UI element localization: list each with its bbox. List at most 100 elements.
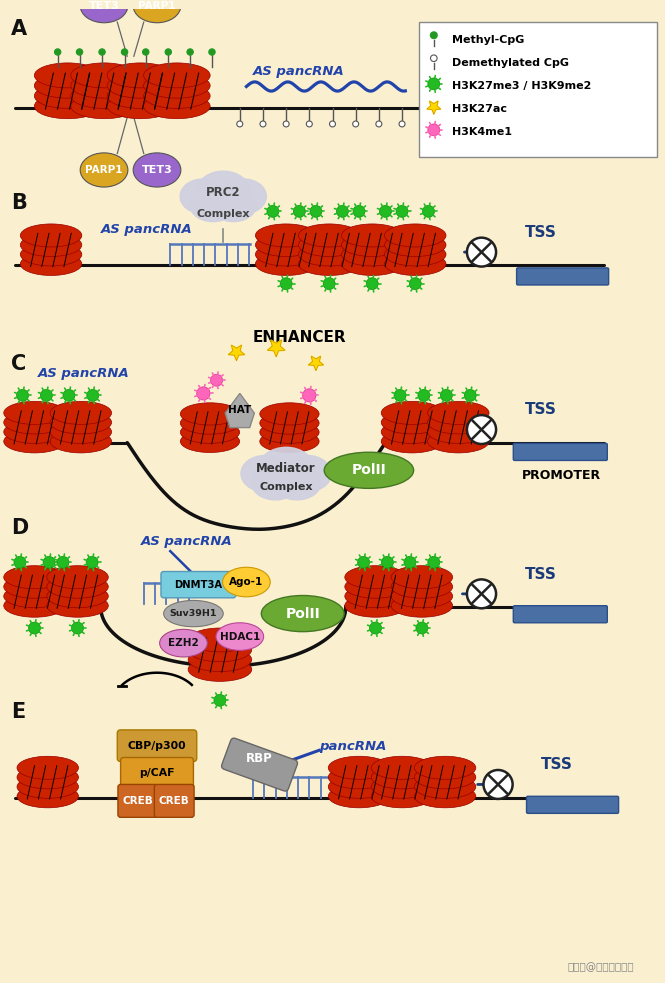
Ellipse shape [241,455,289,492]
Ellipse shape [17,784,78,808]
Ellipse shape [144,73,210,98]
Ellipse shape [223,567,270,597]
Ellipse shape [345,594,406,617]
FancyBboxPatch shape [154,784,194,817]
Ellipse shape [4,594,65,617]
Ellipse shape [299,233,360,257]
Ellipse shape [4,565,65,589]
Ellipse shape [428,430,489,453]
Circle shape [370,622,382,634]
Text: PolII: PolII [352,463,386,478]
Ellipse shape [260,421,319,443]
Ellipse shape [180,403,239,425]
Circle shape [467,238,496,266]
Ellipse shape [345,575,406,599]
Text: B: B [11,193,27,213]
Ellipse shape [255,243,317,266]
Ellipse shape [4,430,65,453]
Circle shape [336,205,348,217]
Polygon shape [309,356,323,371]
Ellipse shape [371,784,433,808]
Ellipse shape [47,594,108,617]
Ellipse shape [329,776,390,798]
Circle shape [41,389,53,401]
Ellipse shape [144,93,210,119]
Ellipse shape [391,575,453,599]
Circle shape [99,49,105,55]
Circle shape [440,389,452,401]
Text: H3K27me3 / H3K9me2: H3K27me3 / H3K9me2 [452,81,592,90]
Text: H3K4me1: H3K4me1 [452,127,512,137]
Circle shape [57,556,69,568]
Ellipse shape [345,565,406,589]
Circle shape [55,49,61,55]
Circle shape [418,389,430,401]
Text: pancRNA: pancRNA [319,740,386,753]
Polygon shape [427,101,441,114]
Ellipse shape [107,84,174,108]
Circle shape [122,49,128,55]
Ellipse shape [384,243,446,266]
Text: Suv39H1: Suv39H1 [170,609,217,618]
Text: H3K27ac: H3K27ac [452,104,507,114]
Ellipse shape [107,73,174,98]
Text: DNMT3A: DNMT3A [174,580,223,590]
Ellipse shape [252,467,299,500]
Circle shape [422,205,434,217]
Text: 搜狐号@李老师谈生化: 搜狐号@李老师谈生化 [567,961,634,972]
Text: TSS: TSS [541,757,573,773]
Ellipse shape [260,431,319,452]
FancyBboxPatch shape [120,758,194,789]
Circle shape [394,389,406,401]
Circle shape [467,579,496,608]
Text: Demethylated CpG: Demethylated CpG [452,58,569,68]
Ellipse shape [70,63,137,87]
Circle shape [283,121,289,127]
Ellipse shape [4,411,65,434]
Ellipse shape [107,63,174,87]
Text: Complex: Complex [196,209,250,219]
Text: AS pancRNA: AS pancRNA [38,368,130,380]
Ellipse shape [381,401,443,425]
Text: CREB: CREB [122,796,153,806]
FancyBboxPatch shape [513,606,607,623]
FancyBboxPatch shape [418,22,657,157]
Circle shape [293,205,305,217]
Text: AS pancRNA: AS pancRNA [100,222,192,236]
Circle shape [467,415,496,444]
FancyBboxPatch shape [527,796,618,813]
Ellipse shape [188,658,252,681]
Polygon shape [225,393,254,428]
Ellipse shape [197,171,250,212]
Text: p/CAF: p/CAF [139,769,175,779]
Circle shape [366,278,378,290]
Circle shape [428,78,440,89]
Circle shape [76,49,82,55]
Ellipse shape [384,253,446,275]
Circle shape [17,389,29,401]
Ellipse shape [325,452,414,489]
Text: PROMOTER: PROMOTER [521,469,600,482]
Ellipse shape [414,766,476,788]
FancyBboxPatch shape [161,571,236,598]
Ellipse shape [80,153,128,187]
Ellipse shape [255,224,317,247]
Ellipse shape [255,253,317,275]
FancyBboxPatch shape [477,109,585,129]
Text: TSS: TSS [525,225,557,240]
Circle shape [330,121,335,127]
Text: Mediator: Mediator [256,462,316,476]
Circle shape [209,49,215,55]
Ellipse shape [21,243,82,266]
Ellipse shape [47,565,108,589]
Circle shape [14,556,26,568]
Circle shape [260,121,266,127]
Circle shape [399,121,405,127]
Circle shape [464,389,476,401]
Circle shape [29,622,41,634]
Circle shape [353,205,365,217]
Ellipse shape [329,784,390,808]
Ellipse shape [342,243,403,266]
Ellipse shape [329,756,390,780]
Circle shape [303,389,316,402]
